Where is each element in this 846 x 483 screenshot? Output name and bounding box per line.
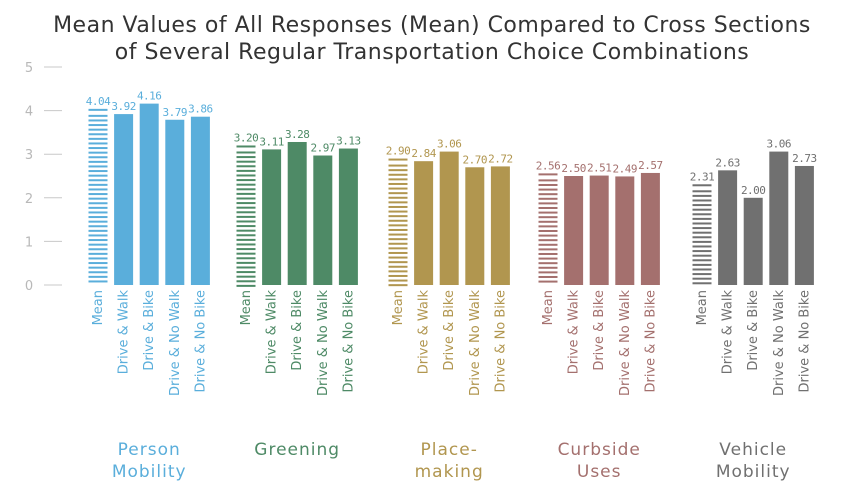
data-label: 2.90 <box>386 145 411 158</box>
group-label: Mobility <box>112 462 187 482</box>
category-label: Mean <box>91 290 106 325</box>
category-label: Drive & No Bike <box>193 290 208 392</box>
y-tick-label: 1 <box>25 235 33 250</box>
category-label: Drive & No Walk <box>168 290 183 396</box>
data-label: 3.28 <box>285 128 310 141</box>
category-label: Drive & Walk <box>417 290 432 375</box>
y-tick-label: 5 <box>25 61 33 76</box>
group-label: Vehicle <box>719 440 787 460</box>
category-label: Drive & No Walk <box>618 290 633 396</box>
category-label: Drive & Bike <box>142 290 157 371</box>
category-label: Mean <box>541 290 556 325</box>
bar-mean <box>538 173 558 283</box>
data-label: 2.72 <box>488 152 513 165</box>
data-label: 2.73 <box>792 152 817 165</box>
data-label: 3.86 <box>188 103 213 116</box>
data-label: 2.56 <box>536 159 561 172</box>
data-label: 2.31 <box>690 170 715 183</box>
bar-mean <box>236 145 256 287</box>
y-tick-label: 3 <box>25 148 33 163</box>
bars <box>88 103 814 287</box>
bar <box>718 170 738 285</box>
data-label: 2.70 <box>463 153 488 166</box>
y-axis: 0 1 2 3 4 5 <box>25 61 62 294</box>
category-label: Drive & Bike <box>290 290 305 371</box>
category-label: Drive & No Walk <box>316 290 331 396</box>
data-label: 2.97 <box>311 142 336 155</box>
bar <box>165 119 185 285</box>
bar <box>139 103 159 286</box>
chart-title-line-2: of Several Regular Transportation Choice… <box>115 40 749 65</box>
chart-title-line-1: Mean Values of All Responses (Mean) Comp… <box>53 13 811 38</box>
data-label: 4.04 <box>86 95 111 108</box>
data-label: 3.11 <box>259 135 284 148</box>
bar <box>769 151 789 285</box>
category-label: Drive & Walk <box>721 290 736 375</box>
data-label: 3.13 <box>336 135 361 148</box>
bar-mean <box>88 108 108 283</box>
category-label: Drive & No Bike <box>493 290 508 392</box>
category-label: Drive & Walk <box>567 290 582 375</box>
bar <box>414 161 434 285</box>
bar <box>465 167 485 285</box>
category-label: Drive & Walk <box>117 290 132 375</box>
data-label: 3.79 <box>163 106 188 119</box>
bar <box>439 151 459 285</box>
category-label: Drive & No Bike <box>797 290 812 392</box>
data-label: 2.00 <box>741 184 766 197</box>
bar <box>287 141 307 285</box>
category-label: Mean <box>239 290 254 325</box>
data-label: 2.49 <box>613 162 638 175</box>
labels: 4.04 Mean 3.92 Drive & Walk 4.16 Drive & Bike… <box>86 90 817 482</box>
data-label: 4.16 <box>137 90 162 103</box>
category-label: Drive & No Bike <box>643 290 658 392</box>
bar <box>615 176 635 285</box>
category-label: Drive & No Walk <box>468 290 483 396</box>
y-tick-label: 0 <box>25 279 33 294</box>
category-label: Mean <box>695 290 710 325</box>
bar <box>338 148 358 285</box>
bar-mean <box>388 158 408 287</box>
category-label: Mean <box>391 290 406 325</box>
data-label: 2.50 <box>561 162 586 175</box>
bar <box>743 197 763 285</box>
category-label: Drive & No Walk <box>772 290 787 396</box>
bar <box>114 114 134 285</box>
group-label: Place- <box>421 440 478 460</box>
category-label: Drive & Bike <box>746 290 761 371</box>
bar <box>490 166 510 285</box>
group-label: Mobility <box>716 462 791 482</box>
data-label: 2.63 <box>715 156 740 169</box>
bar <box>313 155 333 285</box>
bar-mean <box>692 184 712 285</box>
y-tick-label: 4 <box>25 105 33 120</box>
bar <box>794 165 814 285</box>
data-label: 2.84 <box>411 147 436 160</box>
data-label: 3.06 <box>437 138 462 151</box>
category-label: Drive & No Bike <box>341 290 356 392</box>
category-label: Drive & Bike <box>592 290 607 371</box>
data-label: 3.20 <box>234 131 259 144</box>
bar <box>564 176 584 285</box>
data-label: 2.57 <box>638 159 663 172</box>
category-label: Drive & Bike <box>442 290 457 371</box>
category-label: Drive & Walk <box>265 290 280 375</box>
group-label: Person <box>118 440 181 460</box>
y-tick-label: 2 <box>25 192 33 207</box>
group-label: Greening <box>254 440 340 460</box>
bar <box>640 172 660 285</box>
group-label: Curbside <box>558 440 641 460</box>
bar <box>262 149 282 285</box>
group-label: making <box>415 462 484 482</box>
data-label: 3.92 <box>111 100 136 113</box>
data-label: 3.06 <box>767 138 792 151</box>
bar <box>190 116 210 285</box>
data-label: 2.51 <box>587 162 612 175</box>
group-label: Uses <box>577 462 622 482</box>
bar <box>589 175 609 285</box>
